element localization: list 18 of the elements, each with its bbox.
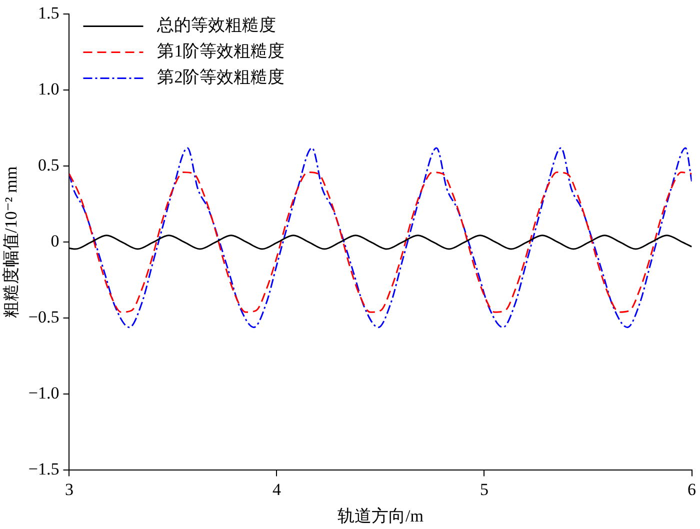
legend-label: 第1阶等效粗糙度 xyxy=(157,42,285,61)
y-tick-label: −1.5 xyxy=(28,460,60,479)
y-tick-label: 1.0 xyxy=(38,80,60,99)
y-tick-label: 1.5 xyxy=(38,4,60,23)
x-tick-label: 5 xyxy=(480,480,488,499)
y-tick-label: 0 xyxy=(50,232,60,251)
y-tick-label: 0.5 xyxy=(38,156,60,175)
x-tick-label: 4 xyxy=(272,480,282,499)
x-tick-label: 3 xyxy=(64,480,74,499)
x-axis-title: 轨道方向/m xyxy=(338,506,424,526)
y-axis-title: 粗糙度幅值/10⁻² mm xyxy=(2,166,21,318)
x-tick-label: 6 xyxy=(688,480,696,499)
legend-label: 总的等效粗糙度 xyxy=(156,16,276,35)
y-tick-label: −1.0 xyxy=(28,384,60,403)
line-series xyxy=(69,147,692,328)
legend-label: 第2阶等效粗糙度 xyxy=(157,68,285,87)
line-series xyxy=(69,172,692,313)
y-tick-label: −0.5 xyxy=(28,308,60,327)
